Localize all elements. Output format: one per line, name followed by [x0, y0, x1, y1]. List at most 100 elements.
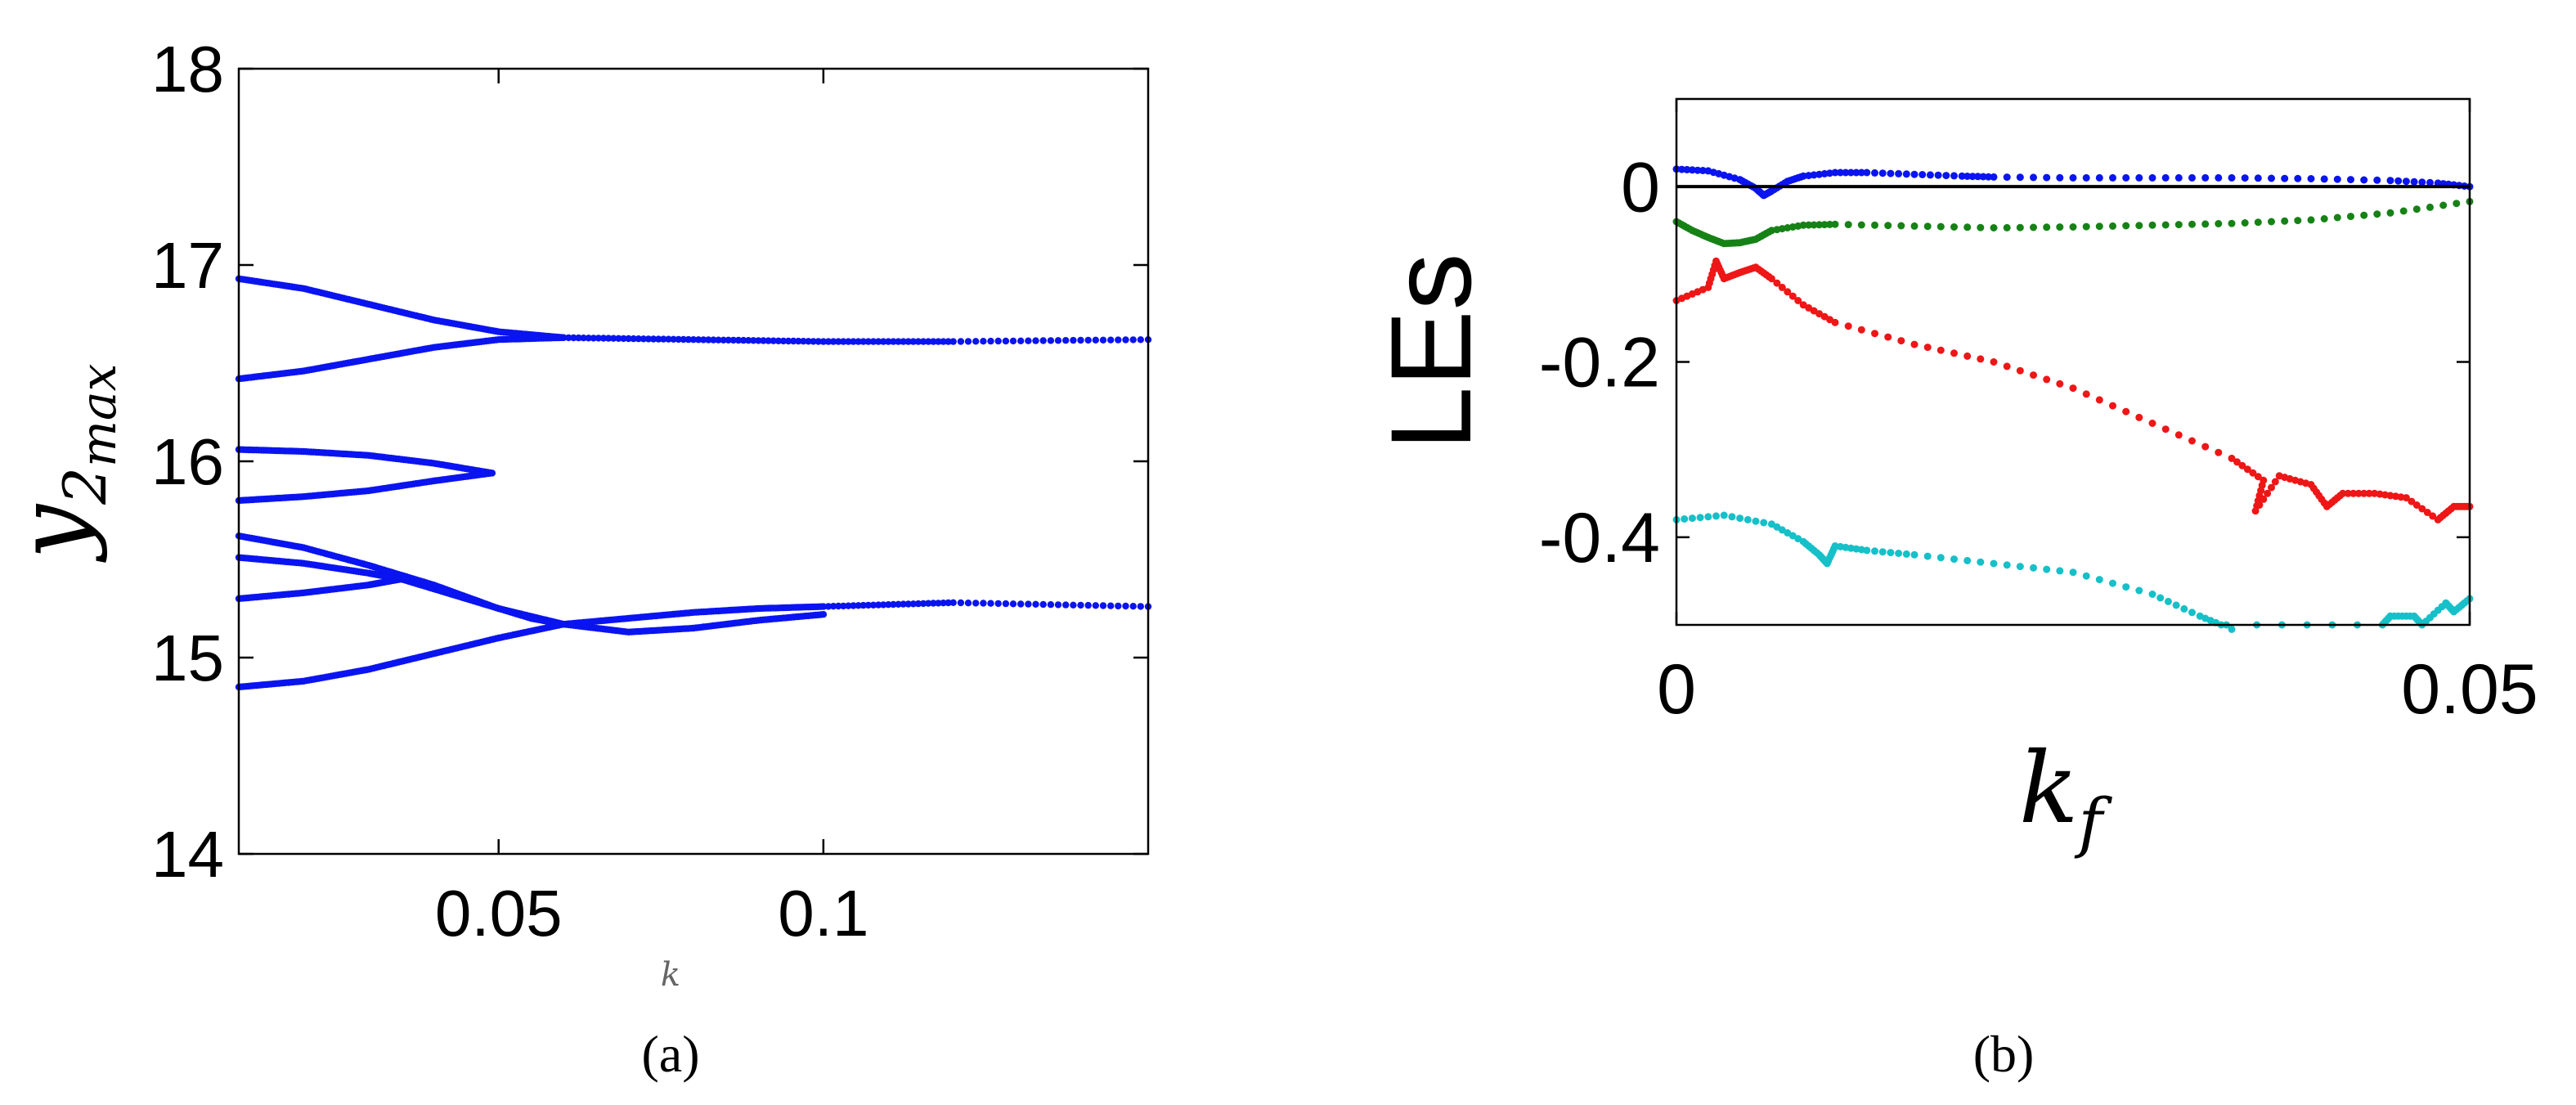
panel-b-series-2-point — [2339, 489, 2347, 497]
panel-b-series-2-marker — [2135, 413, 2143, 421]
panel-b-series-2-marker — [2056, 380, 2064, 388]
panel-b-series-3-point — [1990, 559, 1998, 568]
panel-a-branch-2-marker — [625, 335, 632, 343]
panel-b-series-3-marker — [2082, 572, 2090, 580]
panel-b-series-1-marker — [2016, 223, 2024, 231]
panel-a-branch-2-marker — [845, 338, 852, 345]
panel-b-series-0-marker — [2056, 173, 2064, 182]
panel-a-branch-2-marker — [1084, 336, 1092, 344]
panel-a-branch-2-marker — [880, 338, 887, 345]
panel-b-series-1-marker — [1871, 221, 1878, 229]
panel-b-series-2-marker — [2243, 465, 2251, 474]
panel-b-series-3-point — [1863, 546, 1871, 555]
panel-a-branch-2-marker — [779, 337, 788, 345]
panel-b-series-1-marker — [2135, 222, 2143, 230]
panel-b-series-2-marker — [2408, 497, 2416, 505]
panel-a-branch-2-marker — [655, 335, 662, 343]
panel-b-series-0-marker — [1985, 173, 1992, 181]
panel-b-series-3-marker — [2156, 594, 2165, 602]
panel-a-branch-9-marker — [885, 601, 892, 609]
panel-b-series-2-marker — [1857, 326, 1865, 334]
panel-b-series-2-marker — [2043, 375, 2051, 384]
panel-b-series-0-marker — [1968, 173, 1977, 181]
panel-b-series-3-point — [2148, 591, 2156, 598]
panel-b-series-0-marker — [2082, 173, 2090, 182]
panel-a-branch-9-marker — [1099, 602, 1107, 609]
panel-b-series-3-point — [2069, 568, 2077, 577]
panel-b-series-3-marker — [2043, 565, 2051, 573]
panel-b-series-1-marker — [1820, 221, 1829, 229]
panel-b-series-0-marker — [2109, 173, 2116, 182]
panel-b-series-1-marker — [1950, 223, 1958, 231]
panel-a-branch-2-marker — [914, 338, 922, 345]
panel-b-series-3-marker — [1681, 515, 1689, 523]
panel-a-branch-2-marker — [774, 337, 783, 344]
panel-a-branch-9-marker — [900, 600, 907, 608]
panel-b-series-1-point — [2386, 209, 2394, 217]
panel-a-branch-2-marker — [615, 335, 622, 342]
panel-a-branch-2-marker — [1054, 337, 1062, 344]
panel-a-branch-9-marker — [1039, 600, 1047, 609]
panel-b-series-3-marker — [2030, 564, 2037, 572]
panel-a-branch-2-marker — [840, 338, 847, 345]
panel-b-series-0-marker — [2016, 173, 2024, 182]
panel-a-branch-2-marker — [800, 338, 807, 345]
panel-a-branch-9-marker — [919, 600, 927, 608]
panel-b-series-3-marker — [1696, 514, 1704, 522]
panel-b-series-3-marker — [1936, 554, 1945, 562]
panel-b-series-0-marker — [1688, 166, 1696, 174]
panel-b-series-2-marker — [2016, 366, 2024, 375]
panel-b-series-1-point — [1831, 220, 1839, 228]
panel-a-branch-2-marker — [1062, 337, 1070, 344]
panel-b-series-3-marker — [1871, 547, 1878, 555]
panel-a-branch-9-marker — [1070, 601, 1077, 609]
panel-b-series-3-marker — [1752, 517, 1760, 525]
panel-a-branch-9-marker — [834, 602, 842, 610]
panel-a-branch-2-marker — [829, 338, 837, 345]
panel-b-series-1-marker — [2241, 219, 2249, 227]
panel-a-branch-2-marker — [1107, 336, 1115, 344]
panel-b-series-1-marker — [2056, 223, 2064, 231]
panel-b-series-1-point — [1990, 224, 1998, 231]
panel-b-ytick-label: -0.4 — [1539, 499, 1660, 577]
panel-b-series-2-marker — [2349, 489, 2358, 497]
panel-a-branch-2-marker — [715, 336, 722, 344]
panel-b-series-2-marker — [2122, 407, 2130, 415]
panel-a-branch-2-marker — [1077, 336, 1084, 344]
panel-b-series-1-marker — [2333, 213, 2341, 222]
panel-a-branch-2-marker — [644, 335, 653, 343]
panel-a-branch-2-marker — [890, 338, 897, 345]
panel-b-series-2-marker — [1844, 322, 1852, 330]
panel-b-series-0-marker — [2030, 173, 2037, 182]
panel-a-branch-2-marker — [1129, 336, 1137, 344]
panel-b-series-1-marker — [1977, 223, 1985, 231]
panel-b-series-1-marker — [2030, 223, 2037, 231]
panel-a-branch-2-marker — [770, 337, 777, 344]
panel-a-branch-9-marker — [895, 600, 902, 608]
panel-b-series-0-marker — [1887, 169, 1895, 177]
panel-b-series-0-marker — [2418, 178, 2426, 186]
panel-a-branch-2-marker — [795, 337, 802, 345]
panel-b-xlabel-base: k — [2019, 732, 2079, 846]
panel-b-series-3-marker — [1760, 519, 1768, 527]
panel-b-series-0-marker — [2188, 173, 2196, 182]
panel-a-branch-9-marker — [925, 600, 932, 607]
panel-b-series-3-marker — [1923, 552, 1932, 560]
panel-b-series-0-marker — [2254, 174, 2262, 182]
panel-b-ytick-label: -0.2 — [1539, 324, 1660, 402]
panel-b-series-1-marker — [1844, 221, 1852, 229]
panel-b-series-1-marker — [2174, 221, 2183, 229]
panel-a-branch-2-marker — [1002, 337, 1010, 345]
panel-b-series-0-marker — [2373, 176, 2381, 184]
panel-a-branch-2-marker — [909, 338, 918, 345]
panel-a-branch-2-marker — [810, 338, 817, 345]
panel-b-series-0-marker — [1694, 166, 1702, 174]
panel-a-ylabel-base: y — [0, 504, 109, 564]
panel-b-series-0-point — [1990, 173, 1998, 181]
panel-a-ytick-label: 14 — [151, 818, 224, 891]
panel-b-series-0-marker — [2347, 176, 2354, 184]
panel-b-series-1-marker — [2254, 218, 2262, 227]
panel-b-series-2-marker — [2003, 362, 2011, 371]
panel-b-series-3-point — [1910, 550, 1919, 559]
